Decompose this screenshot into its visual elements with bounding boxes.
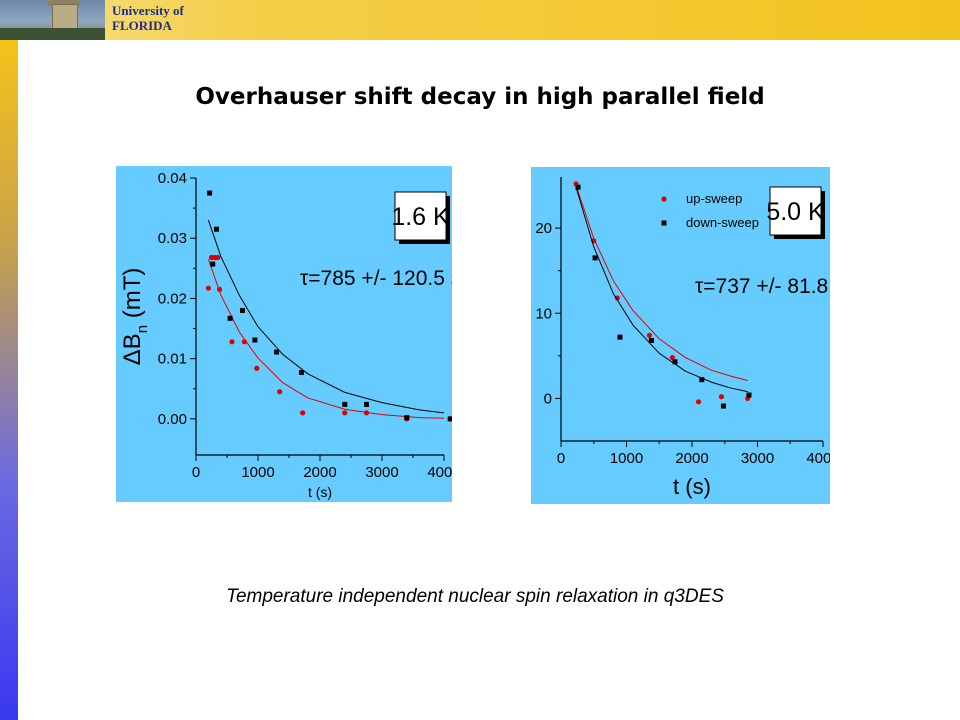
fit-curve-red (207, 259, 445, 419)
data-point-red (215, 254, 221, 261)
y-tick-label: 0.00 (158, 411, 187, 428)
data-point-red (669, 354, 675, 361)
y-tick-label: 0 (544, 390, 552, 407)
data-point-red (254, 365, 260, 371)
data-point-black (240, 307, 245, 313)
data-point-red (718, 394, 725, 400)
data-point-red (205, 285, 211, 291)
data-point-red (646, 332, 653, 338)
header-bar (0, 0, 960, 40)
y-tick-label: 20 (535, 220, 552, 237)
university-logo-photo (0, 0, 105, 40)
y-tick-label: 0.04 (158, 170, 187, 187)
data-point-black (699, 377, 705, 383)
tau-label: τ=737 +/- 81.8 s (695, 275, 830, 298)
temperature-label: 1.6 K (391, 203, 450, 231)
x-tick-label: 0 (192, 464, 200, 481)
fit-curve-red (575, 185, 748, 382)
data-point-red (277, 389, 283, 395)
data-point-black (274, 349, 280, 355)
university-line1: University of (112, 3, 184, 18)
temperature-label: 5.0 K (766, 198, 825, 226)
data-point-red (229, 339, 235, 345)
data-point-black (213, 226, 219, 232)
y-tick-label: 0.02 (158, 290, 187, 307)
data-point-red (342, 410, 348, 416)
x-tick-label: 0 (557, 450, 565, 467)
data-point-black (592, 255, 598, 261)
data-point-black (298, 370, 304, 376)
data-point-black (617, 334, 623, 340)
x-tick-label: 1000 (610, 450, 643, 467)
fit-curve-black (207, 219, 445, 414)
slide-title: Overhauser shift decay in high parallel … (195, 84, 765, 110)
left-accent-bar (0, 40, 18, 720)
data-point-black (447, 416, 452, 422)
university-name: University of FLORIDA (112, 3, 184, 33)
data-point-black (210, 261, 216, 267)
data-point-black (746, 392, 752, 398)
data-point-black (342, 401, 348, 407)
y-tick-label: 10 (535, 305, 552, 322)
legend-marker-black (661, 220, 667, 226)
fit-curve-black (575, 187, 748, 393)
data-point-red (363, 410, 370, 416)
y-label-unit: (mT) (119, 268, 146, 325)
data-point-black (252, 337, 258, 343)
x-axis-label: t (s) (673, 474, 711, 499)
slide-caption: Temperature independent nuclear spin rel… (226, 586, 724, 607)
y-axis-label: ΔBn (mT) (119, 268, 151, 366)
data-point-black (648, 338, 654, 344)
temperature-box (769, 186, 822, 236)
tau-label: τ=785 +/- 120.5 s (300, 267, 452, 290)
x-axis-label: t (s) (308, 484, 332, 500)
x-tick-label: 1000 (241, 464, 274, 481)
data-point-black (364, 401, 369, 407)
tower-roof (48, 0, 80, 6)
data-point-red (216, 286, 223, 293)
legend-label: down-sweep (686, 215, 759, 230)
x-tick-label: 2000 (303, 464, 336, 481)
y-tick-label: 0.01 (158, 351, 187, 368)
temperature-box (394, 191, 447, 241)
data-point-black (207, 190, 213, 196)
y-axis-label-text: ΔBn (mT) (119, 268, 151, 366)
data-point-black (227, 315, 233, 321)
data-point-black (720, 403, 726, 409)
data-point-red (241, 339, 247, 345)
x-tick-label: 3000 (365, 464, 398, 481)
data-point-black (672, 359, 678, 365)
x-tick-label: 2000 (675, 450, 708, 467)
data-point-red (300, 410, 306, 416)
data-point-red (614, 295, 620, 301)
legend-marker-red (661, 196, 667, 202)
data-point-black (404, 415, 410, 421)
data-point-black (575, 184, 581, 190)
y-label-main: ΔB (119, 333, 146, 365)
legend-label: up-sweep (686, 191, 742, 206)
y-label-sub: n (134, 325, 151, 333)
university-line2: FLORIDA (112, 18, 172, 33)
x-tick-label: 3000 (741, 450, 774, 467)
y-tick-label: 0.03 (158, 230, 187, 247)
data-point-red (695, 399, 702, 405)
trees (0, 28, 105, 40)
